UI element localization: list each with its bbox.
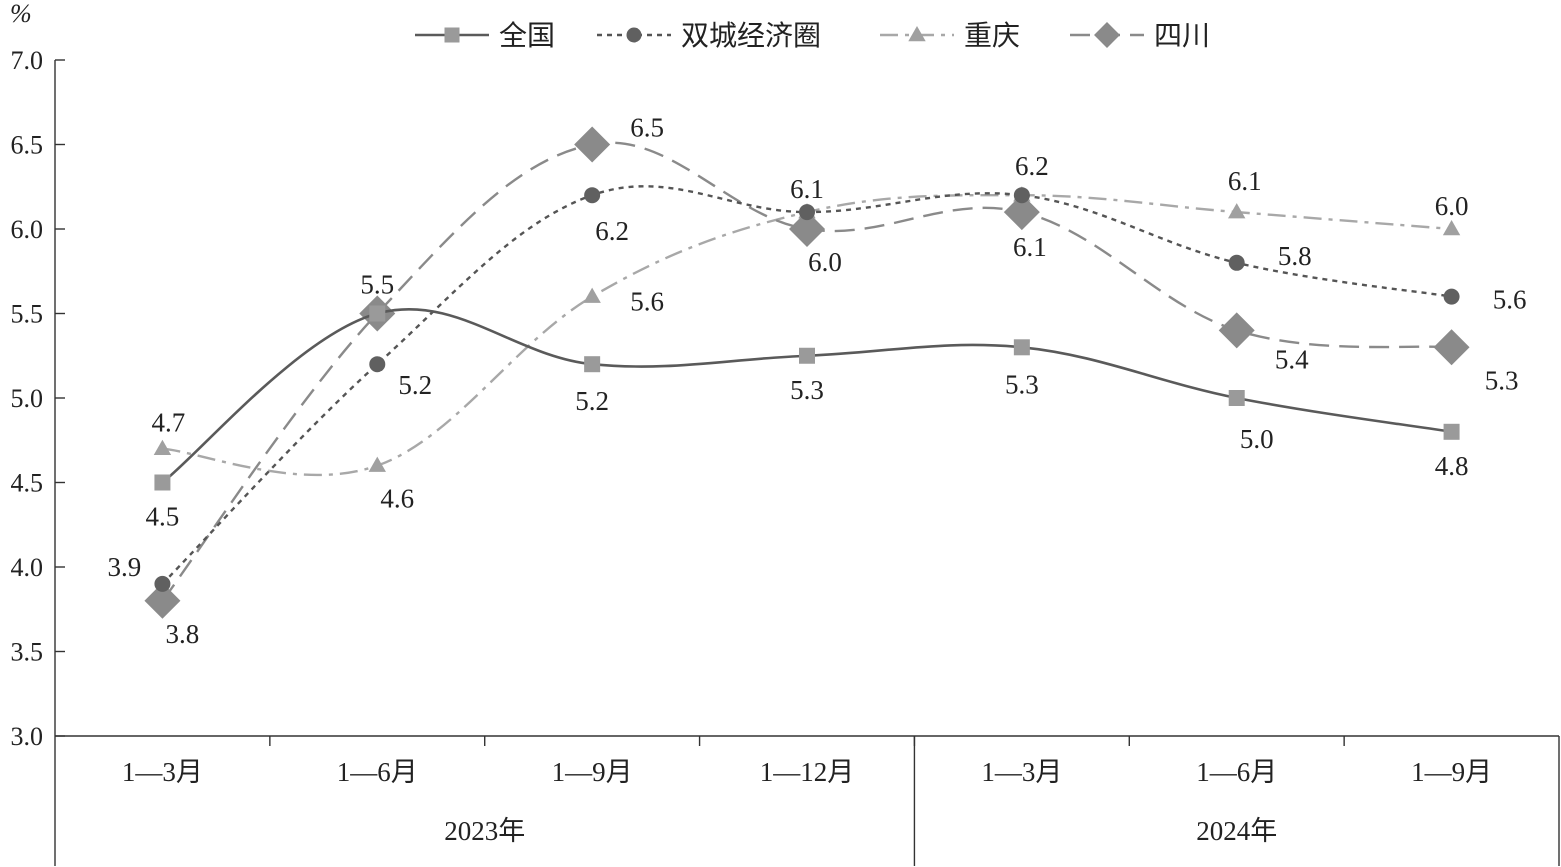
chongqing-series	[153, 186, 1461, 477]
x-tick-label: 1—9月	[1411, 757, 1492, 787]
sichuan-data-label: 6.1	[1013, 232, 1047, 262]
x-tick-label: 1—3月	[122, 757, 203, 787]
national-data-label: 4.8	[1435, 451, 1469, 481]
chongqing-marker	[1228, 203, 1246, 219]
legend-item-twin-city-circle: 双城经济圈	[597, 20, 821, 52]
sichuan-marker	[1433, 329, 1470, 366]
chongqing-marker	[583, 287, 601, 303]
legend-item-sichuan: 四川	[1070, 21, 1210, 52]
twin-city-circle-marker	[369, 356, 386, 373]
twin-city-circle-data-label: 5.2	[398, 370, 432, 400]
twin-city-circle-data-label: 6.2	[1015, 151, 1049, 181]
sichuan-data-label: 6.5	[630, 113, 664, 143]
y-tick-label: 3.0	[11, 722, 44, 751]
y-tick-label: 4.0	[11, 553, 44, 582]
national-marker	[584, 356, 601, 373]
chongqing-data-label: 6.0	[1435, 191, 1469, 221]
chongqing-marker	[1442, 220, 1461, 236]
twin-city-circle-data-label: 6.1	[790, 174, 824, 204]
legend-marker	[444, 27, 460, 43]
sichuan-marker	[1218, 312, 1255, 349]
twin-city-circle-series	[154, 185, 1460, 592]
chongqing-marker	[153, 439, 172, 455]
national-data-label: 5.3	[790, 375, 824, 405]
national-data-label: 5.3	[1005, 369, 1039, 399]
x-tick-label: 1—3月	[981, 757, 1062, 787]
legend-label: 全国	[499, 20, 555, 52]
twin-city-circle-marker	[799, 204, 815, 221]
legend: 全国 双城经济圈 重庆 四川	[415, 20, 1210, 52]
sichuan-marker	[574, 126, 611, 163]
sichuan-marker	[789, 211, 825, 247]
sichuan-data-label: 5.3	[1485, 365, 1519, 395]
chongqing-data-label: 4.6	[380, 484, 414, 514]
chongqing-data-label: 6.1	[1228, 166, 1262, 196]
y-tick-label: 6.0	[11, 215, 44, 244]
x-axis: 1—3月 1—6月 1—9月 1—12月 1—3月 1—6月 1—9月 2023年 2024年	[55, 735, 1560, 866]
x-tick-label: 1—6月	[1196, 757, 1277, 787]
national-marker	[1013, 339, 1030, 356]
national-series	[154, 305, 1460, 491]
national-data-label: 4.5	[146, 502, 180, 532]
twin-city-circle-data-label: 3.9	[108, 552, 142, 582]
sichuan-data-label: 6.0	[808, 247, 842, 277]
legend-marker	[626, 27, 642, 43]
legend-item-chongqing: 重庆	[880, 20, 1020, 52]
legend-label: 重庆	[964, 20, 1020, 52]
twin-city-circle-data-label: 6.2	[595, 216, 629, 246]
sichuan-marker	[1003, 194, 1040, 231]
national-data-label: 5.2	[575, 386, 609, 416]
data-label-layer: 4.7 4.6 5.6 6.1 6.0 3.8 6.5 6.0 6.1 5.4 5.3 3.9 5.2 6…	[108, 113, 1527, 649]
twin-city-circle-data-label: 5.6	[1493, 285, 1527, 315]
y-tick-label: 5.0	[11, 384, 44, 413]
y-axis: 3.0 3.5 4.0 4.5 5.0 5.5 6.0 6.5 7.0	[11, 46, 65, 866]
twin-city-circle-marker	[1443, 288, 1460, 305]
legend-label: 四川	[1154, 21, 1210, 52]
x-tick-label: 1—12月	[760, 757, 855, 787]
chongqing-marker	[368, 456, 386, 472]
y-tick-label: 7.0	[11, 46, 44, 75]
sichuan-data-label: 3.8	[166, 619, 200, 649]
legend-item-national: 全国	[415, 20, 555, 52]
x-group-label: 2024年	[1196, 816, 1277, 846]
national-marker	[154, 474, 171, 491]
y-axis-unit: %	[10, 0, 32, 28]
national-marker	[1228, 390, 1245, 406]
x-tick-label: 1—6月	[337, 757, 418, 787]
twin-city-circle-marker	[1013, 187, 1030, 204]
national-data-label: 5.0	[1240, 424, 1274, 454]
chongqing-data-label: 5.6	[630, 287, 664, 317]
series-layer	[144, 126, 1470, 619]
twin-city-circle-marker	[154, 575, 171, 592]
sichuan-marker	[144, 582, 181, 619]
twin-city-circle-marker	[584, 187, 601, 204]
sichuan-data-label: 5.4	[1275, 344, 1309, 374]
x-group-label: 2023年	[444, 816, 525, 846]
legend-marker	[1094, 22, 1120, 48]
national-data-label: 5.5	[360, 270, 394, 300]
y-tick-label: 3.5	[11, 638, 44, 667]
twin-city-circle-marker	[1228, 254, 1245, 271]
twin-city-circle-data-label: 5.8	[1278, 241, 1312, 271]
x-tick-label: 1—9月	[552, 757, 633, 787]
chongqing-data-label: 4.7	[152, 408, 186, 438]
national-marker	[799, 347, 815, 364]
y-tick-label: 5.5	[11, 300, 44, 329]
y-tick-label: 4.5	[11, 469, 44, 498]
y-tick-label: 6.5	[11, 131, 44, 160]
national-marker	[369, 305, 386, 322]
legend-marker	[908, 26, 926, 42]
legend-label: 双城经济圈	[681, 20, 821, 52]
national-marker	[1443, 423, 1460, 440]
